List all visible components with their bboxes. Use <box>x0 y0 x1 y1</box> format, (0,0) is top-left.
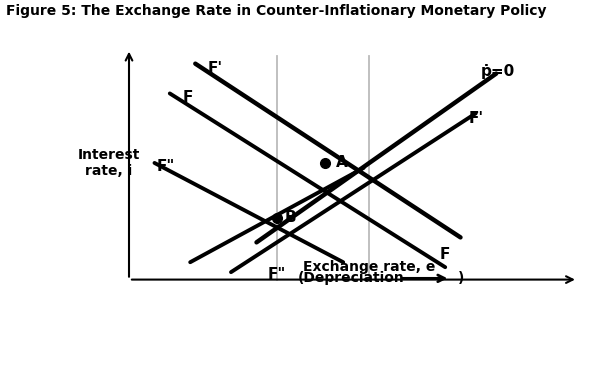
Text: F': F' <box>208 61 223 76</box>
Text: Interest
rate, i: Interest rate, i <box>77 148 140 178</box>
Text: A: A <box>335 155 347 170</box>
Text: ṗ=0: ṗ=0 <box>481 64 515 78</box>
Text: ): ) <box>458 270 464 285</box>
Text: Figure 5: The Exchange Rate in Counter-Inflationary Monetary Policy: Figure 5: The Exchange Rate in Counter-I… <box>6 4 547 18</box>
Text: F": F" <box>157 159 175 174</box>
Text: B: B <box>284 210 296 225</box>
Text: F: F <box>440 247 451 262</box>
Text: (Depreciation: (Depreciation <box>297 270 404 285</box>
Text: F": F" <box>268 267 286 282</box>
Text: Exchange rate, e: Exchange rate, e <box>302 260 435 274</box>
Text: F': F' <box>468 111 483 126</box>
Text: F: F <box>182 90 193 105</box>
